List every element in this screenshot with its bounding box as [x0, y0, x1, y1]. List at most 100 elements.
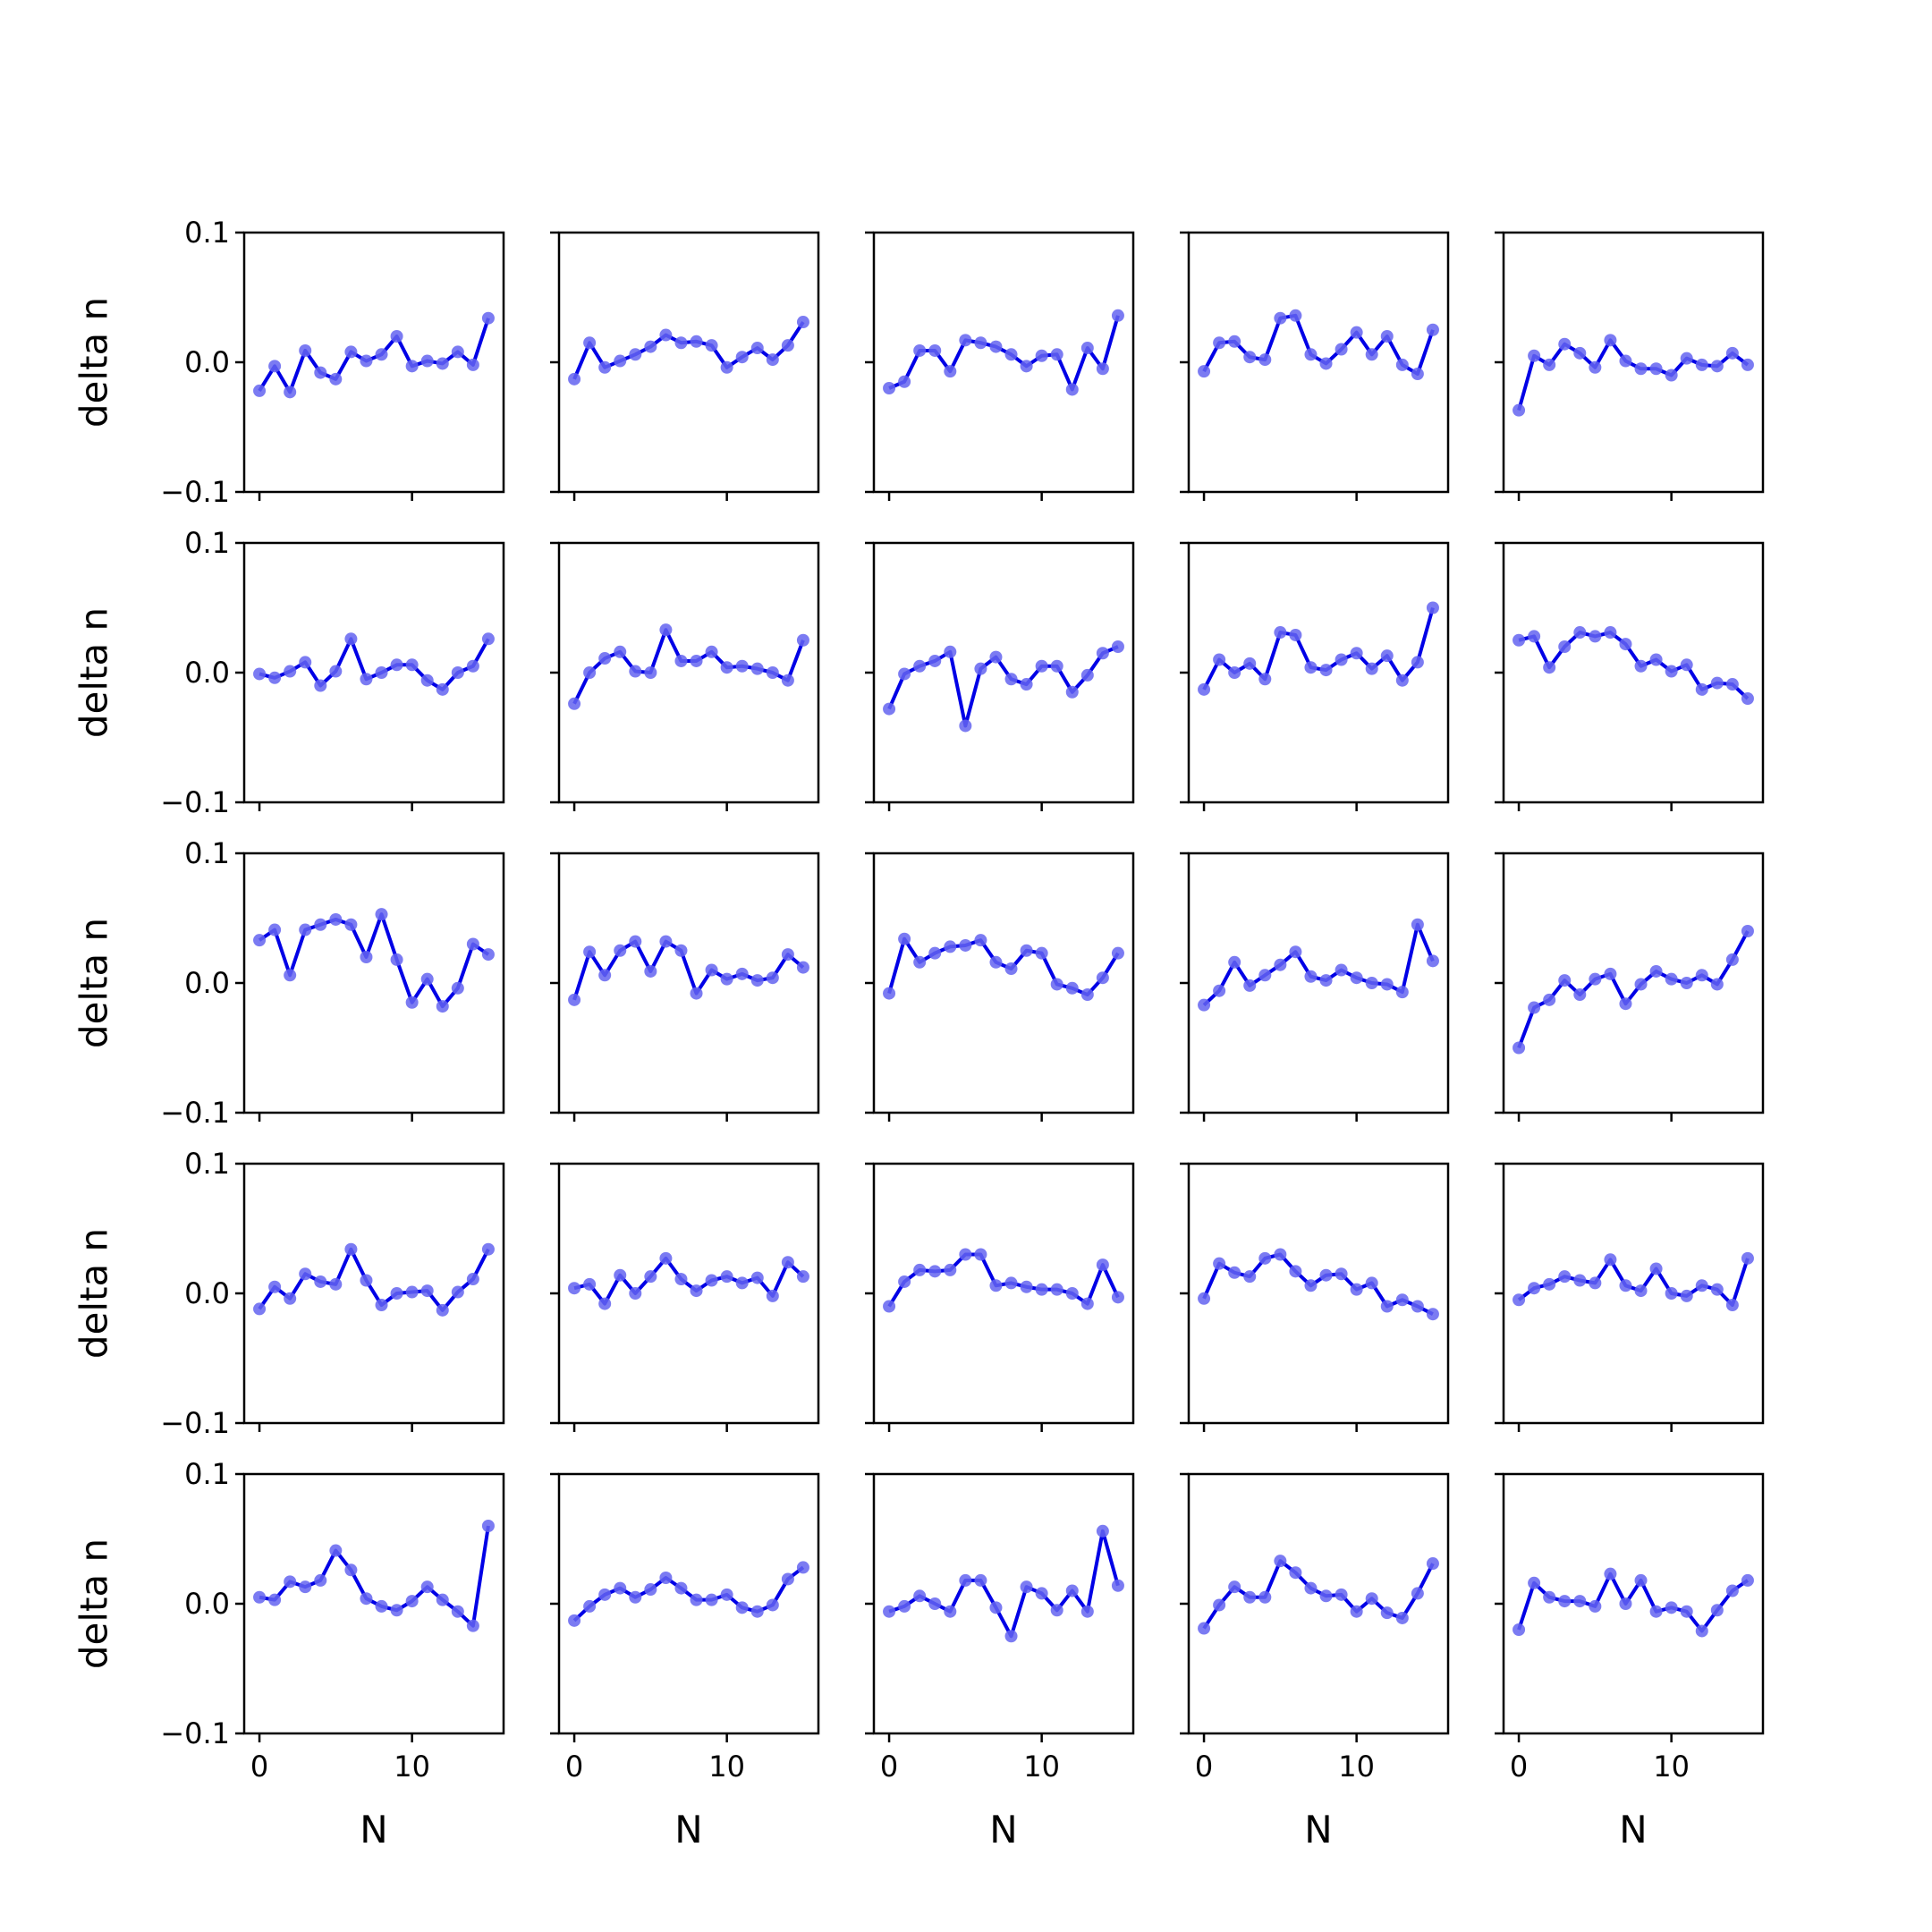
data-point: [1680, 658, 1693, 672]
data-point: [1573, 346, 1587, 360]
data-point: [1274, 311, 1287, 325]
y-axis-label: delta n: [72, 297, 116, 428]
data-point: [344, 1242, 358, 1256]
data-point: [568, 1282, 581, 1295]
data-point: [1065, 383, 1079, 396]
data-point: [1111, 1579, 1124, 1592]
subplot-r5-c3: 0 10N: [865, 1472, 1135, 1852]
data-point: [436, 1593, 449, 1606]
data-point: [1004, 1630, 1018, 1643]
data-point: [1198, 365, 1211, 378]
data-point: [1243, 657, 1257, 670]
y-tick-label: 0.0: [184, 966, 230, 1000]
data-point: [883, 987, 896, 1000]
y-tick-label: 0.1: [184, 216, 230, 250]
data-point: [1634, 659, 1648, 673]
data-point: [1258, 1590, 1272, 1604]
x-axis-label: N: [360, 1808, 387, 1852]
data-point: [314, 366, 327, 379]
data-point: [659, 1251, 673, 1265]
data-point: [1020, 360, 1033, 373]
data-point: [674, 1581, 688, 1595]
data-point: [898, 375, 911, 388]
data-point: [598, 1588, 612, 1601]
data-point: [659, 623, 673, 637]
data-point: [989, 1601, 1003, 1614]
data-point: [329, 912, 343, 926]
data-point: [1665, 1287, 1678, 1300]
data-point: [1365, 1592, 1378, 1606]
data-point: [629, 665, 642, 678]
data-point: [284, 386, 297, 399]
data-point: [1213, 653, 1226, 666]
data-point: [1543, 358, 1556, 371]
data-point: [989, 1279, 1003, 1292]
data-point: [974, 1573, 987, 1587]
data-point: [629, 935, 642, 948]
data-point: [1604, 626, 1617, 640]
axes-frame: [557, 541, 820, 804]
data-point: [1111, 309, 1124, 322]
axes-frame: [242, 852, 505, 1114]
data-point: [360, 1274, 373, 1287]
x-tick-label: 10: [1023, 1750, 1060, 1784]
data-point: [750, 662, 764, 675]
data-point: [720, 360, 733, 374]
data-point: [598, 360, 612, 374]
data-point: [644, 964, 657, 978]
data-point: [766, 971, 779, 985]
data-point: [1198, 1292, 1211, 1305]
series-line: [888, 1529, 1120, 1639]
axes-frame: [242, 231, 505, 494]
data-point: [959, 719, 972, 733]
data-point: [674, 1273, 688, 1286]
series-line: [1517, 930, 1750, 1049]
x-tick-label: 0: [565, 1750, 583, 1784]
series-line: [1517, 338, 1750, 411]
data-point: [928, 343, 942, 357]
data-point: [344, 345, 358, 359]
series-line: [1202, 1252, 1434, 1316]
data-point: [481, 1520, 495, 1532]
data-point: [690, 987, 703, 1000]
data-point: [614, 944, 627, 957]
data-point: [1528, 349, 1541, 362]
data-point: [974, 336, 987, 350]
data-point: [299, 1580, 312, 1594]
data-point: [360, 673, 373, 686]
data-point: [1604, 334, 1617, 347]
data-point: [1619, 997, 1632, 1011]
data-point: [1710, 676, 1724, 690]
data-point: [1319, 664, 1333, 677]
y-tick-label: 0.0: [184, 1587, 230, 1621]
series-line: [887, 645, 1119, 728]
data-point: [898, 667, 911, 681]
data-point: [1319, 1268, 1333, 1282]
y-tick-label: 0.1: [184, 1457, 230, 1491]
data-point: [420, 1580, 434, 1594]
data-point: [329, 372, 343, 386]
axes-frame: [872, 1162, 1135, 1425]
data-point: [1274, 1555, 1287, 1568]
data-point: [1680, 977, 1693, 989]
data-point: [659, 935, 673, 948]
data-point: [690, 1284, 703, 1298]
data-point: [314, 1275, 327, 1288]
data-point: [1213, 984, 1226, 997]
data-point: [1035, 659, 1048, 673]
data-point: [1365, 662, 1378, 675]
data-point: [1741, 692, 1754, 705]
data-point: [583, 666, 597, 679]
data-point: [1426, 1308, 1439, 1321]
data-point: [1335, 1588, 1348, 1601]
data-point: [1380, 978, 1394, 991]
data-point: [796, 633, 809, 647]
data-point: [781, 674, 794, 687]
data-point: [720, 661, 733, 674]
series-line: [572, 1565, 805, 1623]
data-point: [1741, 358, 1754, 371]
data-point: [898, 1275, 911, 1288]
data-point: [598, 969, 612, 982]
y-tick-label: −0.1: [160, 1716, 230, 1750]
subplot-r3-c4: [1180, 852, 1450, 1122]
